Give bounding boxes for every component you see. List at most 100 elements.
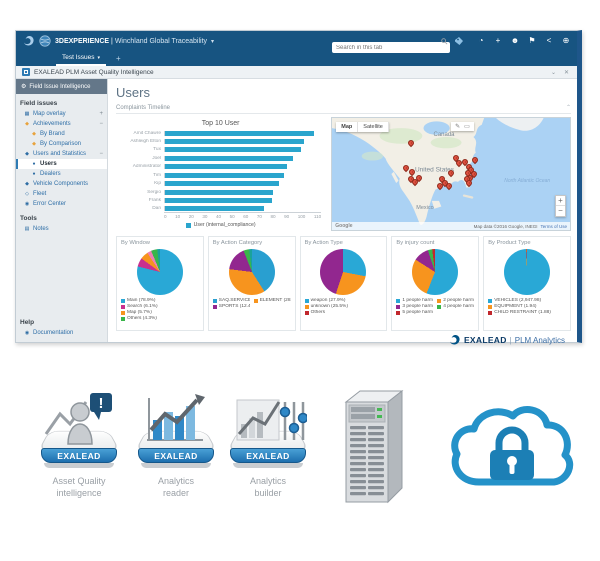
analytics-reader-app: EXALEAD Analytics reader [130,390,222,499]
sidebar-item-dealers[interactable]: ● Dealers [16,169,107,179]
expand-toggle-icon[interactable]: − [99,121,103,127]
pie-chart [504,249,551,295]
legend-label: Others (4.3%) [127,316,157,321]
module-title: Complaints Timeline [116,104,171,111]
user-icon[interactable]: ☻ [510,36,520,45]
bar [165,172,285,178]
bullet-icon: ▦ [24,111,30,117]
map-button[interactable]: Map [336,122,359,132]
3ds-compass-logo [449,335,460,345]
bar [165,147,302,153]
add-tab-button[interactable]: + [116,54,121,63]
app-label: Analytics builder [249,476,286,498]
collapse-icon[interactable]: ⌃ [565,105,571,111]
bar-label: Tux [153,147,161,153]
bar [165,181,279,187]
pie-chart [228,249,275,295]
bar-track [164,147,321,153]
server-tower-icon [338,386,416,513]
x-axis: 0 10 20 30 40 50 60 70 80 90 100 110 [164,212,322,219]
sidebar-item-fleet[interactable]: ◇ Fleet [16,189,107,199]
bullet-icon: ◆ [25,151,29,157]
sidebar-item-error-center[interactable]: ◉ Error Center [16,199,107,209]
exalead-band: EXALEAD [230,448,306,463]
map[interactable]: Canada United States Mexico North Atlantic … [331,117,571,231]
bar-row: Sergio [120,189,321,195]
sidebar-item-users[interactable]: ● Users [16,159,107,169]
bullet-icon: ◆ [32,141,36,147]
bar [165,164,288,170]
zoom-in-button[interactable]: + [556,196,565,206]
zoom-out-button[interactable]: − [558,206,563,215]
pie-chart [320,249,367,295]
tags-icon[interactable] [454,36,464,46]
satellite-button[interactable]: Satellite [358,122,389,132]
expand-toggle-icon[interactable]: − [99,151,103,157]
draw-icon[interactable]: ✎ [455,124,461,130]
chevron-down-icon[interactable]: ▾ [211,38,215,45]
bar [165,189,273,195]
sidebar-item-label: Users and Statistics [33,151,87,157]
shape-icon[interactable]: ▭ [464,124,470,130]
legend-swatch [488,304,493,309]
close-icon[interactable]: ✕ [563,69,569,76]
bar-track [164,198,321,203]
sidebar-item-users-and-statistics[interactable]: ◆ Users and Statistics − [16,149,107,159]
bar-track [164,155,321,161]
history-icon[interactable]: ◔ [478,36,484,45]
bar-track [164,189,321,195]
pie-legend: Main (78.9%) Search (6.1%) Map (5.7%) Other… [121,298,199,321]
bar-track [164,206,321,212]
pie-legend: SAQ.SERVICE (41.5%) ELEMENT (281.88) SPORT… [212,298,291,309]
bar [165,155,293,161]
x-tick: 60 [243,214,249,219]
x-tick: 110 [313,214,322,219]
sidebar-item-by-comparison[interactable]: ◆ By Comparison [16,139,107,149]
sidebar-item-notes[interactable]: ▤ Notes [16,224,107,234]
map-region-label: United States [414,166,455,174]
context-name: Winchland Global Traceability [114,37,208,45]
pie-chart [412,249,459,295]
legend-swatch [396,298,401,303]
sidebar-item-label: By Brand [40,131,65,137]
cloud-lock-icon [446,402,578,503]
compass-icon[interactable]: ⊕ [562,36,570,45]
sidebar-root-item[interactable]: ⚙ Field Issue Intelligence [16,79,107,94]
app-bar: EXALEAD PLM Asset Quality Intelligence ⌄… [16,66,577,79]
top10-user-chart: Top 10 User Amit Chawre Ashleigh Elton Tux… [116,117,325,231]
legend-label: 1 people harmed (57.3%) [402,298,434,303]
legend-label: User (internal_compliance) [193,222,256,228]
tab-test-issues[interactable]: Test Issues ▾ [56,52,107,66]
sidebar-section-tools: Tools [20,215,37,222]
sidebar-item-achievements[interactable]: ◆ Achievements − [16,119,107,129]
collapse-icon[interactable]: ⌄ [550,69,556,76]
x-tick: 30 [202,214,208,219]
main-content: Users Complaints Timeline ⌃ Top 10 User … [108,79,577,345]
pie-legend: 1 people harmed (57.3%) 2 people harmed (… [396,298,474,315]
sidebar-item-map-overlay[interactable]: ▦ Map overlay + [16,109,107,119]
terms-link[interactable]: Terms of Use [540,223,567,229]
sidebar-item-documentation[interactable]: ◉ Documentation [16,328,107,338]
bullet-icon: ▤ [24,226,30,232]
exalead-band: EXALEAD [138,448,214,463]
plm-analytics-text: PLM Analytics [514,335,565,345]
bullet-icon: ● [32,171,36,177]
map-region-label: Canada [433,131,455,138]
legend-label: EQUIPMENT (1.94) [494,304,537,309]
search-input[interactable] [332,42,450,53]
asset-quality-intelligence-app: ! EXALEAD Asset Quality intelligence [33,390,125,499]
pie-legend-row: SPORTS (12.4%) [212,304,250,309]
sidebar-item-by-brand[interactable]: ◆ By Brand [16,129,107,139]
legend-label: VEHICLES (2,947.98) [494,298,542,303]
bar [165,198,272,203]
expand-toggle-icon[interactable]: + [99,111,103,117]
add-icon[interactable]: + [495,36,501,45]
legend-swatch [437,298,442,303]
bullet-icon: ◆ [32,131,36,137]
pie-legend-row: EQUIPMENT (1.94) [488,304,566,309]
share-icon[interactable]: < [546,36,552,45]
pie-legend-row: 3 people harmed (9.6%) [396,304,433,309]
flag-icon[interactable]: ⚑ [528,36,536,45]
sidebar-item-vehicle-components[interactable]: ◆ Vehicle Components [16,179,107,189]
